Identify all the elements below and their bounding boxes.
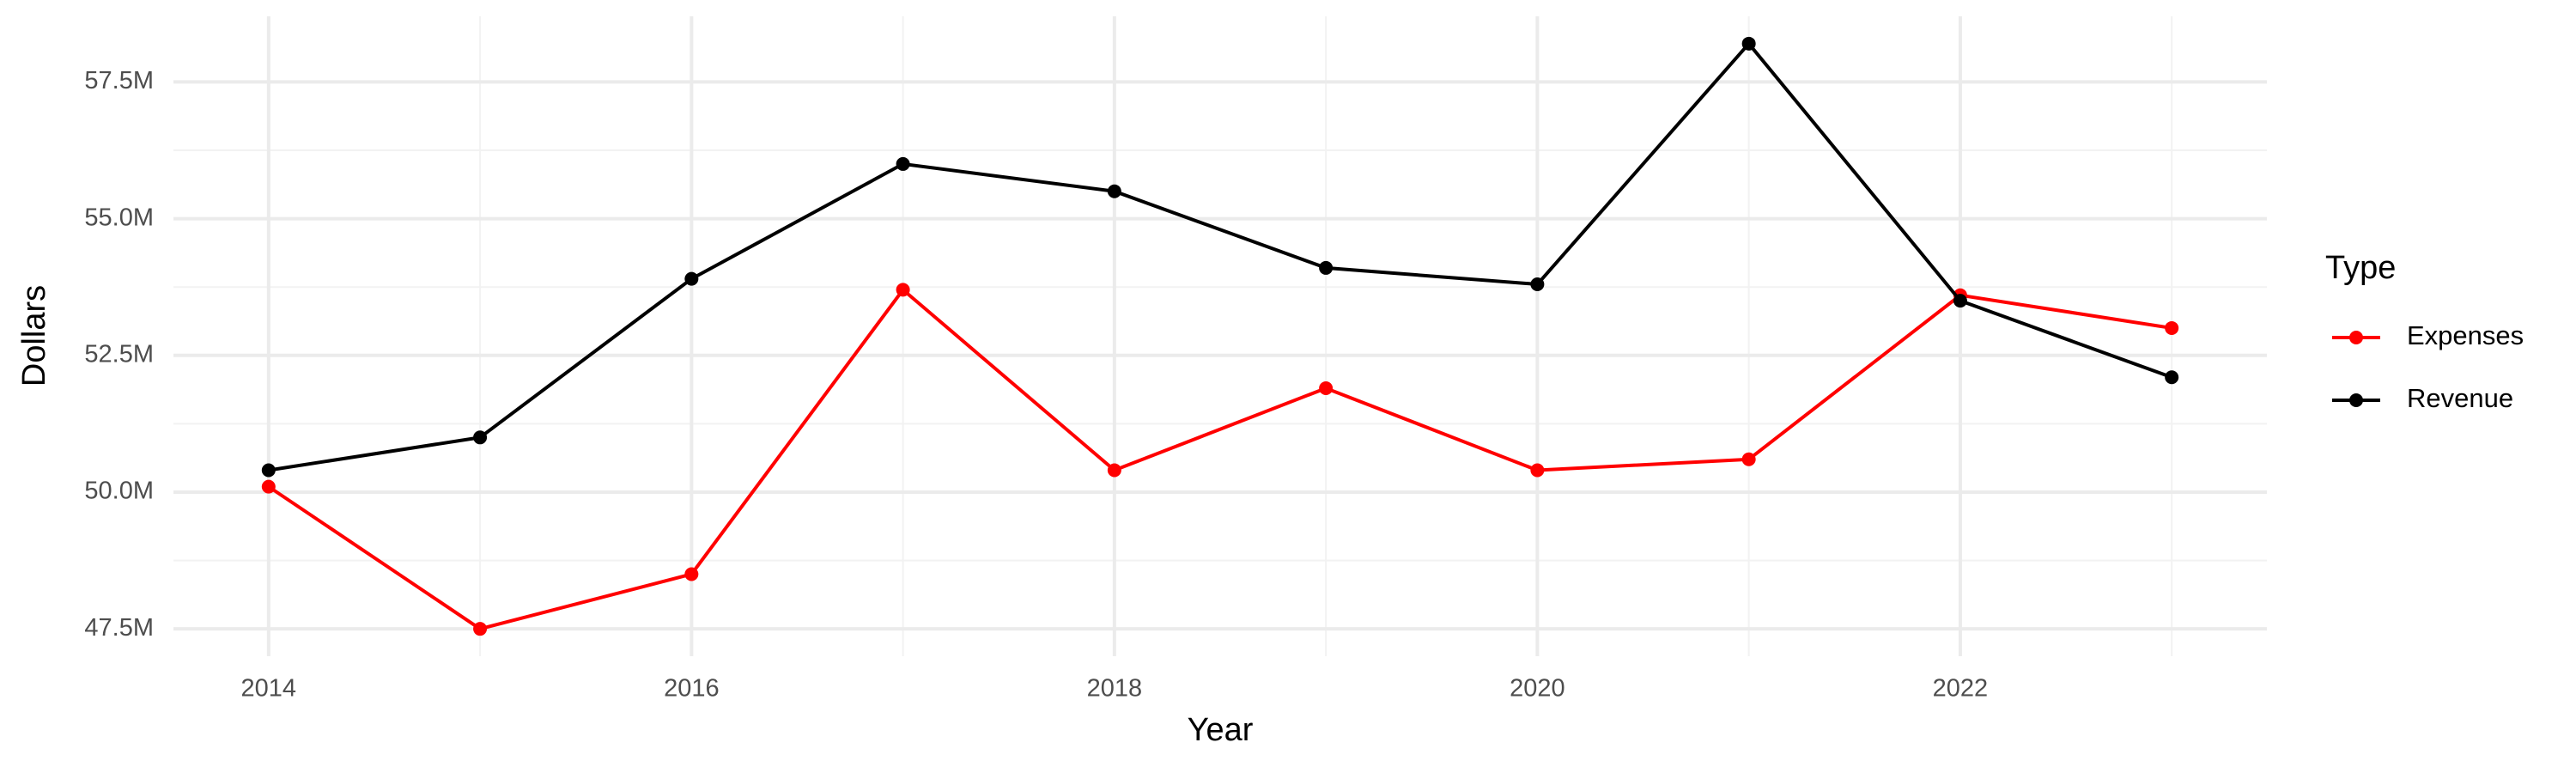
data-point (896, 283, 910, 297)
data-point (473, 622, 488, 636)
legend-label: Expenses (2407, 320, 2524, 350)
legend-title: Type (2325, 250, 2396, 286)
data-point (473, 430, 488, 445)
data-point (1741, 452, 1756, 466)
data-point (1107, 184, 1121, 198)
data-point (684, 271, 699, 286)
y-tick-label: 52.5M (84, 340, 154, 368)
y-axis-title: Dollars (16, 285, 52, 386)
legend-key-point (2349, 331, 2363, 344)
data-point (2165, 320, 2179, 335)
x-tick-label: 2014 (241, 675, 297, 703)
series-line (268, 40, 2172, 472)
x-tick-label: 2018 (1087, 675, 1143, 703)
data-point (1530, 463, 1545, 478)
data-point (261, 479, 276, 494)
data-point (1107, 463, 1121, 478)
data-point (1319, 380, 1334, 395)
x-tick-label: 2020 (1510, 675, 1565, 703)
x-tick-label: 2022 (1933, 675, 1989, 703)
series-line (267, 287, 2172, 631)
y-tick-label: 57.5M (84, 67, 154, 94)
data-point (1741, 36, 1756, 51)
data-point (1319, 260, 1334, 275)
y-tick-label: 55.0M (84, 204, 154, 231)
x-axis-title: Year (1188, 712, 1254, 748)
data-point (896, 156, 910, 171)
data-point (1530, 277, 1545, 292)
legend-key-point (2349, 393, 2363, 407)
data-point (261, 463, 276, 478)
data-point (1953, 294, 1967, 308)
y-tick-label: 47.5M (84, 614, 154, 642)
data-point (684, 567, 699, 581)
x-tick-label: 2016 (664, 675, 720, 703)
legend-label: Revenue (2407, 383, 2513, 413)
data-point (2165, 370, 2179, 385)
y-tick-label: 50.0M (84, 478, 154, 505)
